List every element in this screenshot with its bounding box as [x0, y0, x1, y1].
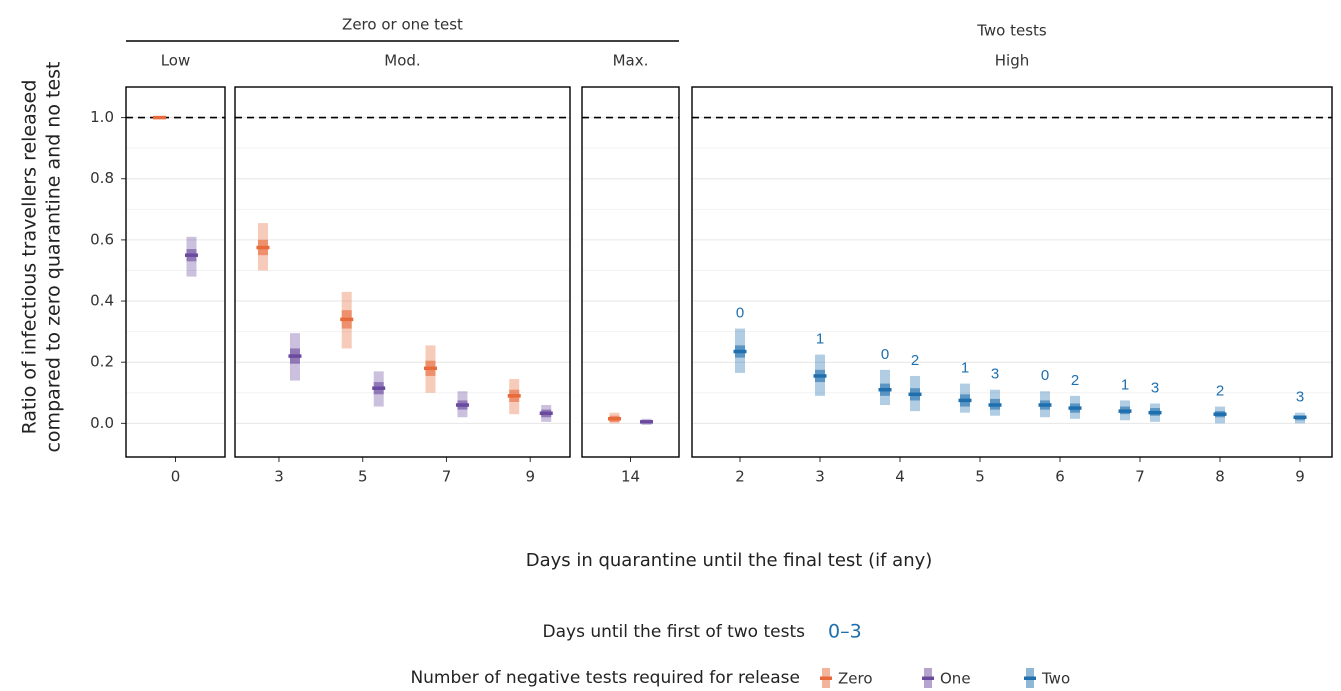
median [372, 386, 386, 390]
legend-label: 0–3 [828, 621, 862, 643]
median [878, 387, 892, 392]
y-tick-label: 0.4 [90, 292, 114, 310]
median [640, 420, 653, 424]
x-tick-label: 0 [171, 468, 181, 486]
legend-key [1024, 676, 1036, 680]
x-tick-label: 5 [975, 468, 985, 486]
median [1293, 415, 1307, 419]
legend-title: Days until the first of two tests [543, 622, 806, 642]
point-label: 0 [881, 346, 889, 363]
x-tick-label: 9 [1295, 468, 1305, 486]
strip-title: Low [161, 52, 191, 70]
point-label: 3 [1296, 389, 1304, 406]
median [288, 354, 302, 358]
legend-label: One [940, 670, 971, 688]
y-axis-label: Ratio of infectious travellers released [19, 80, 41, 435]
point-label: 1 [816, 331, 824, 348]
group-title: Two tests [976, 22, 1047, 40]
median [1213, 412, 1227, 416]
median [608, 417, 621, 421]
point-label: 2 [1216, 383, 1224, 400]
point-label: 3 [991, 366, 999, 383]
median [1068, 406, 1082, 410]
x-tick-label: 7 [1135, 468, 1145, 486]
strip-title: Max. [613, 52, 649, 70]
panel-border [125, 86, 226, 458]
y-tick-label: 0.6 [90, 230, 114, 248]
x-tick-label: 6 [1055, 468, 1065, 486]
median [1118, 409, 1132, 413]
x-tick-label: 5 [358, 468, 368, 486]
median [988, 403, 1002, 407]
median [1038, 403, 1052, 407]
legend-label: Two [1041, 670, 1070, 688]
legend-label: Zero [838, 670, 873, 688]
median [185, 253, 198, 257]
median [153, 115, 166, 120]
point-label: 1 [961, 360, 969, 377]
median [539, 411, 553, 416]
median [1148, 410, 1162, 415]
y-tick-label: 0.2 [90, 353, 114, 371]
x-tick-label: 2 [735, 468, 745, 486]
median [507, 394, 521, 398]
y-tick-label: 1.0 [90, 108, 114, 126]
x-axis-label: Days in quarantine until the final test … [526, 550, 933, 571]
median [340, 317, 354, 322]
x-tick-label: 9 [525, 468, 535, 486]
strip-title: High [995, 52, 1029, 70]
median [256, 245, 270, 250]
point-label: 0 [736, 305, 744, 322]
median [813, 374, 827, 378]
legend-key [820, 676, 832, 680]
strip-title: Mod. [384, 52, 420, 70]
point-label: 0 [1041, 367, 1049, 384]
median [908, 392, 922, 397]
point-label: 3 [1151, 379, 1159, 396]
point-label: 1 [1121, 376, 1129, 393]
median [455, 403, 469, 407]
group-title: Zero or one test [342, 16, 463, 34]
point-label: 2 [911, 352, 919, 369]
panel-border [234, 86, 571, 458]
x-tick-label: 7 [442, 468, 452, 486]
legend-key [922, 676, 934, 680]
legend-title: Number of negative tests required for re… [410, 668, 800, 688]
median [733, 349, 747, 354]
x-tick-label: 4 [895, 468, 905, 486]
median [958, 398, 972, 403]
point-label: 2 [1071, 372, 1079, 389]
y-tick-label: 0.8 [90, 169, 114, 187]
x-tick-label: 14 [621, 468, 640, 486]
y-axis-label: compared to zero quarantine and no test [43, 61, 65, 452]
x-tick-label: 8 [1215, 468, 1225, 486]
panel-border [691, 86, 1333, 458]
x-tick-label: 3 [815, 468, 825, 486]
y-tick-label: 0.0 [90, 414, 114, 432]
panel-border [581, 86, 680, 458]
x-tick-label: 3 [274, 468, 284, 486]
median [423, 366, 437, 371]
